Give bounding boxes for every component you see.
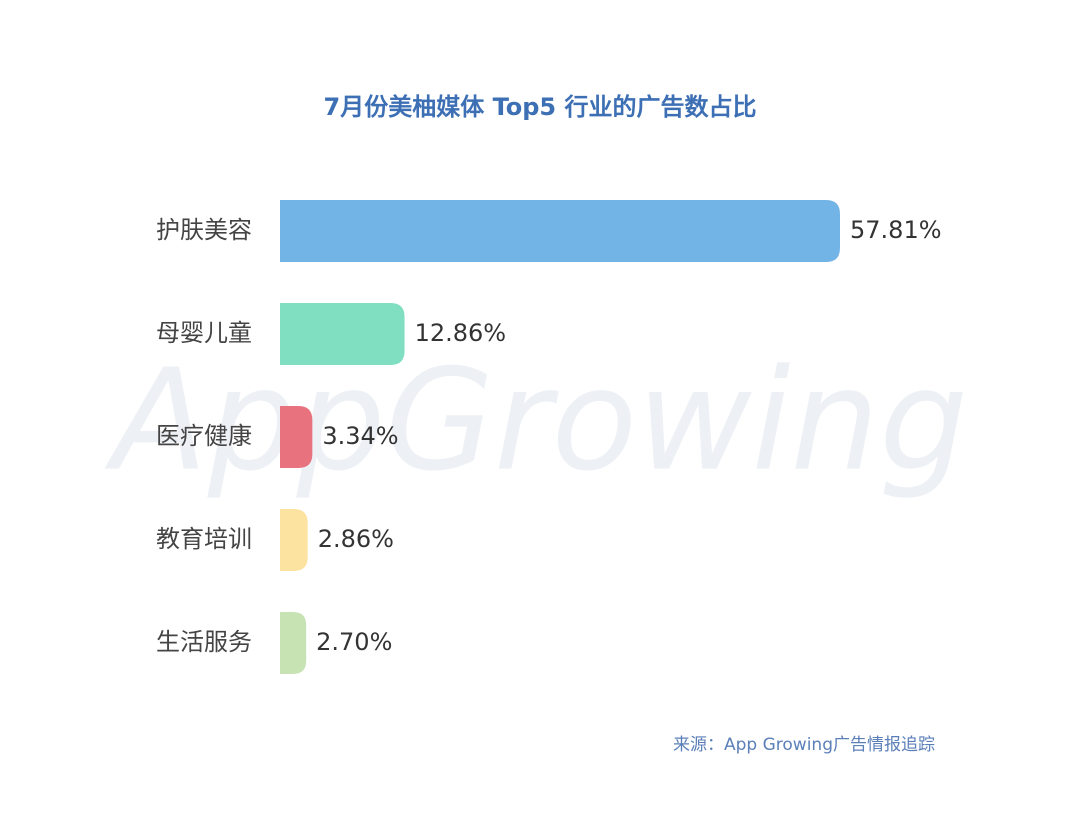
bar: [280, 303, 405, 365]
chart-title: 7月份美柚媒体 Top5 行业的广告数占比: [324, 93, 757, 121]
category-label: 生活服务: [156, 628, 252, 656]
value-label: 2.70%: [316, 628, 392, 656]
source-note: 来源：App Growing广告情报追踪: [673, 735, 935, 755]
value-label: 57.81%: [850, 216, 942, 244]
category-label: 医疗健康: [156, 422, 252, 450]
category-label: 护肤美容: [156, 216, 252, 244]
value-label: 12.86%: [415, 319, 507, 347]
watermark: AppGrowing: [104, 340, 968, 503]
category-label: 母婴儿童: [156, 319, 252, 347]
bar: [280, 200, 840, 262]
value-label: 3.34%: [322, 422, 398, 450]
category-label: 教育培训: [156, 525, 252, 553]
value-label: 2.86%: [318, 525, 394, 553]
bar: [280, 406, 313, 468]
bar: [280, 612, 307, 674]
bar: [280, 509, 308, 571]
